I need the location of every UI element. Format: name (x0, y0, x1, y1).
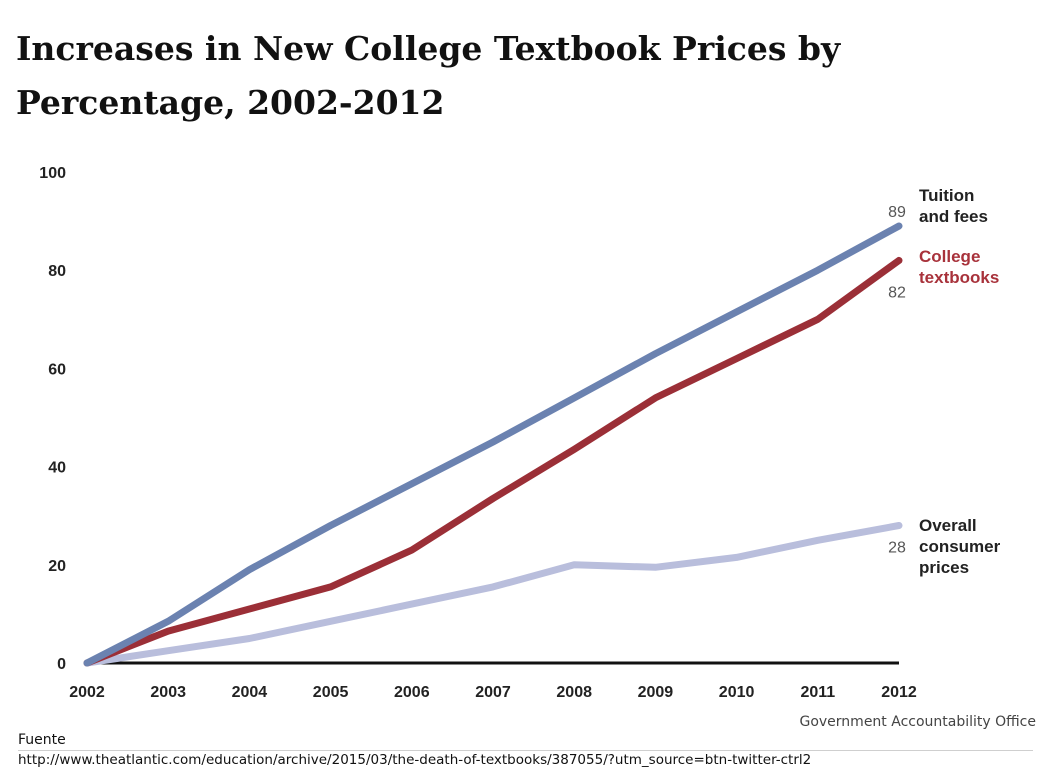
x-tick-label: 2012 (881, 684, 917, 701)
x-tick-label: 2003 (150, 684, 186, 701)
series-name-label: Overall (919, 516, 977, 535)
x-tick-label: 2007 (475, 684, 511, 701)
fuente-label: Fuente (18, 732, 66, 748)
series-line-college-textbooks (83, 256, 903, 667)
x-tick-label: 2004 (232, 684, 268, 701)
series-name-label: prices (919, 558, 969, 577)
series-name-label: and fees (919, 207, 988, 226)
y-tick-label: 20 (48, 558, 66, 575)
series-line-overall-consumer-prices (83, 522, 903, 667)
source-note: Government Accountability Office (799, 714, 1036, 730)
end-value-label: 28 (888, 540, 906, 557)
y-tick-label: 80 (48, 263, 66, 280)
series-name-label: Tuition (919, 186, 974, 205)
x-tick-label: 2008 (556, 684, 592, 701)
y-tick-label: 40 (48, 460, 66, 477)
divider (18, 750, 1033, 751)
series-name-label: consumer (919, 537, 1001, 556)
end-value-label: 89 (888, 204, 906, 221)
y-axis: 0 20 40 60 80 100 (39, 165, 66, 673)
y-tick-label: 100 (39, 165, 66, 182)
source-link[interactable]: http://www.theatlantic.com/education/arc… (18, 752, 812, 768)
series-line-tuition-and-fees (83, 222, 903, 667)
x-tick-label: 2002 (69, 684, 105, 701)
x-tick-label: 2009 (638, 684, 674, 701)
y-tick-label: 0 (57, 656, 66, 673)
series-name-label: textbooks (919, 268, 999, 287)
x-tick-label: 2006 (394, 684, 430, 701)
series-labels: 89 Tuition and fees 82 College textbooks 28 Ove… (888, 186, 1001, 577)
series-lines (83, 222, 903, 667)
x-tick-label: 2010 (719, 684, 755, 701)
x-tick-label: 2011 (800, 684, 835, 701)
end-value-label: 82 (888, 284, 906, 301)
series-name-label: College (919, 247, 980, 266)
y-tick-label: 60 (48, 361, 66, 378)
x-axis: 2002 2003 2004 2005 2006 2007 2008 2009 2010 2011… (69, 684, 917, 701)
x-tick-label: 2005 (313, 684, 349, 701)
chart-title: Increases in New College Textbook Prices… (16, 29, 841, 122)
